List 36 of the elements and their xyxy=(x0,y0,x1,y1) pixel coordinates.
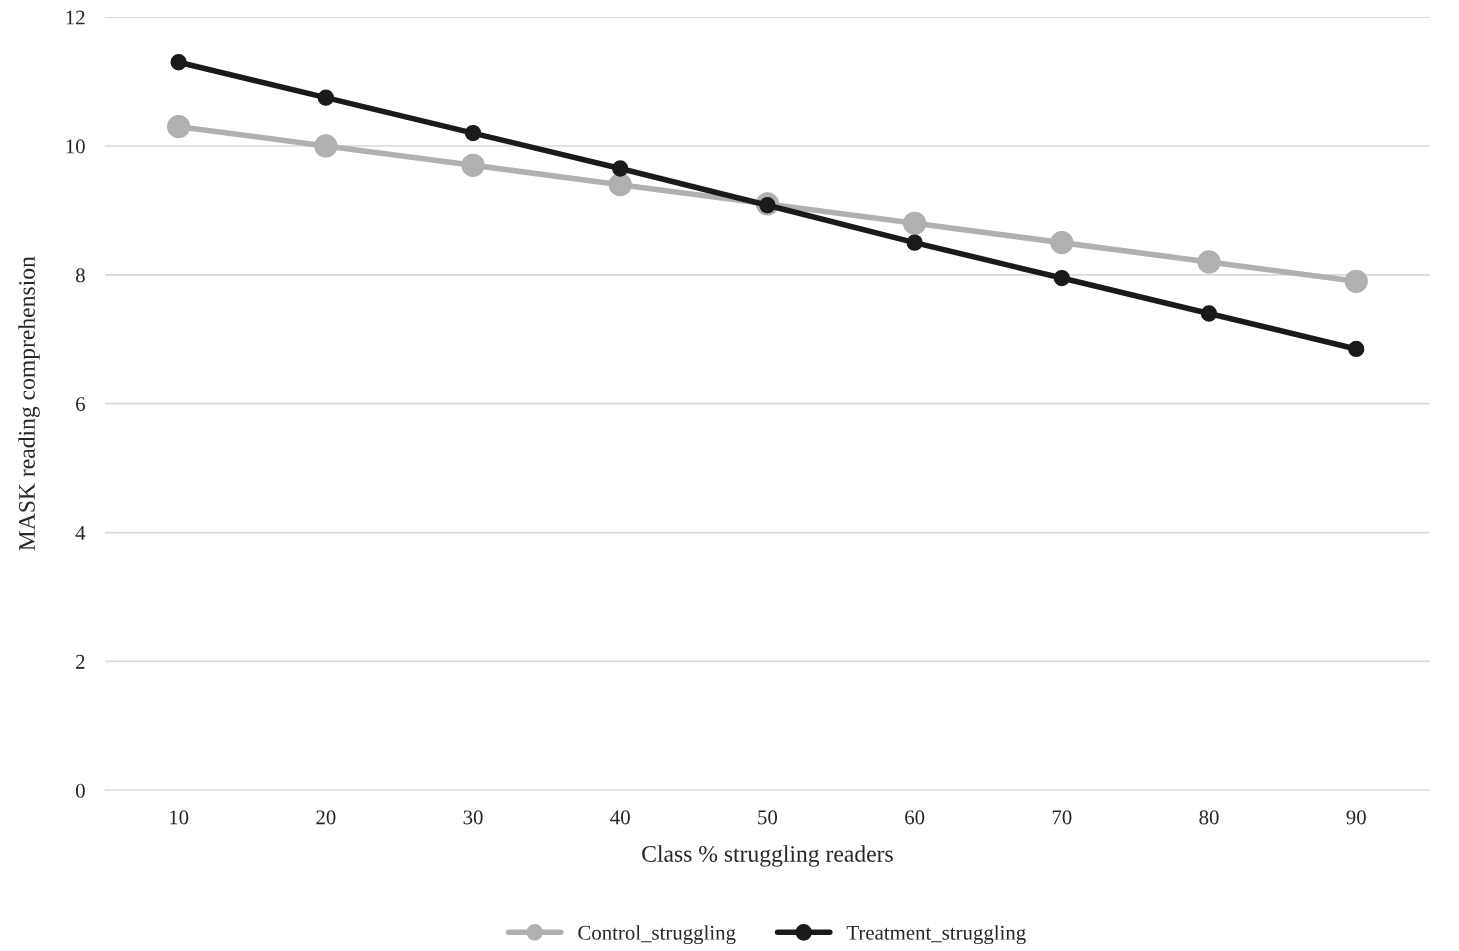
x-tick-label: 70 xyxy=(1052,810,1072,825)
point xyxy=(461,153,485,177)
y-tick-label: 0 xyxy=(75,783,85,798)
x-tick-label: 80 xyxy=(1199,810,1219,825)
point xyxy=(1053,269,1070,287)
x-tick-label: 40 xyxy=(610,810,630,825)
y-tick-label: 2 xyxy=(76,654,85,669)
y-axis-title: MASK reading comprehension xyxy=(18,256,40,551)
point xyxy=(906,234,923,251)
point xyxy=(1344,269,1368,293)
y-tick-label: 12 xyxy=(66,10,85,25)
x-tick-label: 60 xyxy=(905,810,925,825)
y-tick-label: 6 xyxy=(76,397,85,412)
y-tick-label: 4 xyxy=(75,526,86,540)
point xyxy=(608,173,632,197)
x-tick-label: 50 xyxy=(758,810,778,825)
point xyxy=(1050,230,1074,255)
point xyxy=(314,134,338,158)
y-tick-label: 8 xyxy=(75,268,85,283)
point xyxy=(170,54,187,71)
point xyxy=(167,115,191,139)
x-tick-label: 10 xyxy=(170,810,189,825)
point xyxy=(1348,340,1365,358)
point xyxy=(1197,250,1221,274)
point xyxy=(1200,305,1218,322)
legend-label: Treatment_struggling xyxy=(846,925,1026,945)
legend-label: Control_struggling xyxy=(578,925,736,945)
point xyxy=(464,124,482,142)
point xyxy=(317,89,334,106)
y-tick-label: 10 xyxy=(66,139,85,154)
x-axis-title: Class % struggling readers xyxy=(642,845,893,867)
x-tick-label: 30 xyxy=(463,810,483,825)
point xyxy=(612,160,629,177)
point xyxy=(903,211,927,235)
x-tick-label: 20 xyxy=(316,810,336,825)
x-tick-label: 90 xyxy=(1346,810,1366,825)
